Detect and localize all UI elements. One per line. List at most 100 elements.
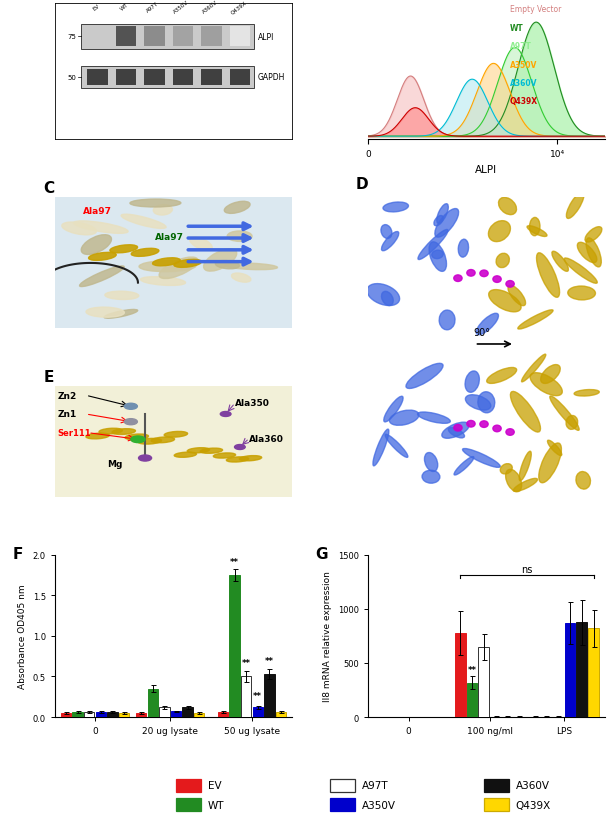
Ellipse shape — [131, 437, 145, 443]
Ellipse shape — [381, 233, 399, 251]
Text: 50: 50 — [67, 75, 76, 80]
Ellipse shape — [164, 432, 188, 437]
Text: WT: WT — [208, 799, 224, 809]
Ellipse shape — [226, 457, 249, 463]
Ellipse shape — [448, 428, 464, 438]
Bar — [81, 25, 254, 51]
Ellipse shape — [434, 216, 443, 227]
Text: Empty Vector: Empty Vector — [510, 6, 562, 15]
Bar — [72, 713, 83, 717]
Ellipse shape — [547, 441, 562, 456]
Ellipse shape — [139, 455, 152, 461]
Ellipse shape — [586, 238, 601, 268]
Y-axis label: Absorbance OD405 nm: Absorbance OD405 nm — [18, 584, 27, 688]
Text: C: C — [43, 180, 54, 196]
Ellipse shape — [227, 232, 252, 242]
Ellipse shape — [576, 472, 590, 490]
Bar — [173, 27, 193, 47]
Ellipse shape — [499, 198, 516, 215]
Ellipse shape — [151, 437, 175, 443]
Ellipse shape — [125, 434, 148, 440]
Ellipse shape — [463, 449, 500, 468]
Text: A350V: A350V — [173, 0, 190, 15]
Ellipse shape — [574, 390, 599, 396]
Text: ns: ns — [521, 563, 533, 574]
Ellipse shape — [439, 310, 455, 330]
Text: A360V: A360V — [201, 0, 219, 15]
Ellipse shape — [496, 254, 510, 269]
Bar — [84, 713, 95, 717]
Ellipse shape — [221, 412, 231, 417]
Bar — [241, 676, 251, 717]
Ellipse shape — [425, 453, 437, 472]
Ellipse shape — [418, 230, 448, 260]
Ellipse shape — [437, 205, 448, 224]
Text: A360V: A360V — [516, 781, 550, 790]
Ellipse shape — [130, 200, 181, 208]
Ellipse shape — [467, 270, 475, 277]
Ellipse shape — [527, 226, 547, 238]
Ellipse shape — [203, 250, 236, 272]
Ellipse shape — [138, 439, 161, 445]
Text: D: D — [356, 177, 368, 192]
Text: A360V: A360V — [510, 79, 538, 88]
Bar — [173, 70, 193, 86]
Bar — [95, 713, 106, 717]
Ellipse shape — [121, 215, 166, 229]
Ellipse shape — [466, 396, 491, 410]
Ellipse shape — [367, 284, 400, 306]
Text: A97T: A97T — [510, 43, 532, 52]
Ellipse shape — [200, 449, 222, 454]
Ellipse shape — [508, 286, 525, 306]
Ellipse shape — [110, 246, 137, 254]
Ellipse shape — [89, 253, 116, 261]
Bar — [330, 779, 355, 792]
Y-axis label: Il8 mRNA relative expression: Il8 mRNA relative expression — [323, 571, 332, 701]
Text: Zn1: Zn1 — [57, 410, 76, 419]
Ellipse shape — [190, 238, 212, 251]
Text: **: ** — [467, 666, 477, 674]
Bar — [176, 799, 201, 811]
Ellipse shape — [187, 448, 210, 454]
Ellipse shape — [467, 421, 475, 428]
Bar — [576, 622, 587, 717]
Bar — [201, 27, 222, 47]
Bar — [107, 713, 118, 717]
Ellipse shape — [510, 392, 541, 432]
Ellipse shape — [564, 259, 598, 284]
Text: B: B — [356, 0, 368, 2]
Ellipse shape — [240, 456, 262, 461]
Ellipse shape — [458, 240, 469, 258]
Text: 75: 75 — [67, 34, 76, 40]
Ellipse shape — [153, 206, 172, 215]
Bar — [116, 70, 136, 86]
Text: WT: WT — [510, 24, 524, 33]
Bar — [229, 575, 240, 717]
Ellipse shape — [215, 261, 240, 269]
Ellipse shape — [518, 310, 553, 330]
Ellipse shape — [381, 292, 393, 306]
Ellipse shape — [435, 210, 459, 238]
Ellipse shape — [62, 223, 97, 236]
Text: A: A — [43, 0, 55, 2]
Text: Ala97: Ala97 — [155, 233, 183, 242]
Ellipse shape — [465, 372, 480, 393]
Text: G: G — [316, 547, 328, 562]
Ellipse shape — [224, 202, 250, 214]
Bar — [484, 779, 509, 792]
Ellipse shape — [550, 396, 579, 431]
Ellipse shape — [99, 428, 122, 434]
Text: Ala350: Ala350 — [235, 399, 270, 408]
Ellipse shape — [541, 365, 560, 384]
Text: F: F — [12, 547, 23, 562]
Text: E: E — [43, 370, 54, 385]
Bar — [565, 623, 576, 717]
Ellipse shape — [530, 218, 540, 237]
Ellipse shape — [112, 429, 136, 435]
Bar — [230, 27, 250, 47]
Ellipse shape — [381, 225, 392, 239]
Ellipse shape — [384, 396, 403, 423]
Ellipse shape — [225, 264, 277, 270]
Ellipse shape — [530, 373, 562, 396]
Bar — [484, 799, 509, 811]
